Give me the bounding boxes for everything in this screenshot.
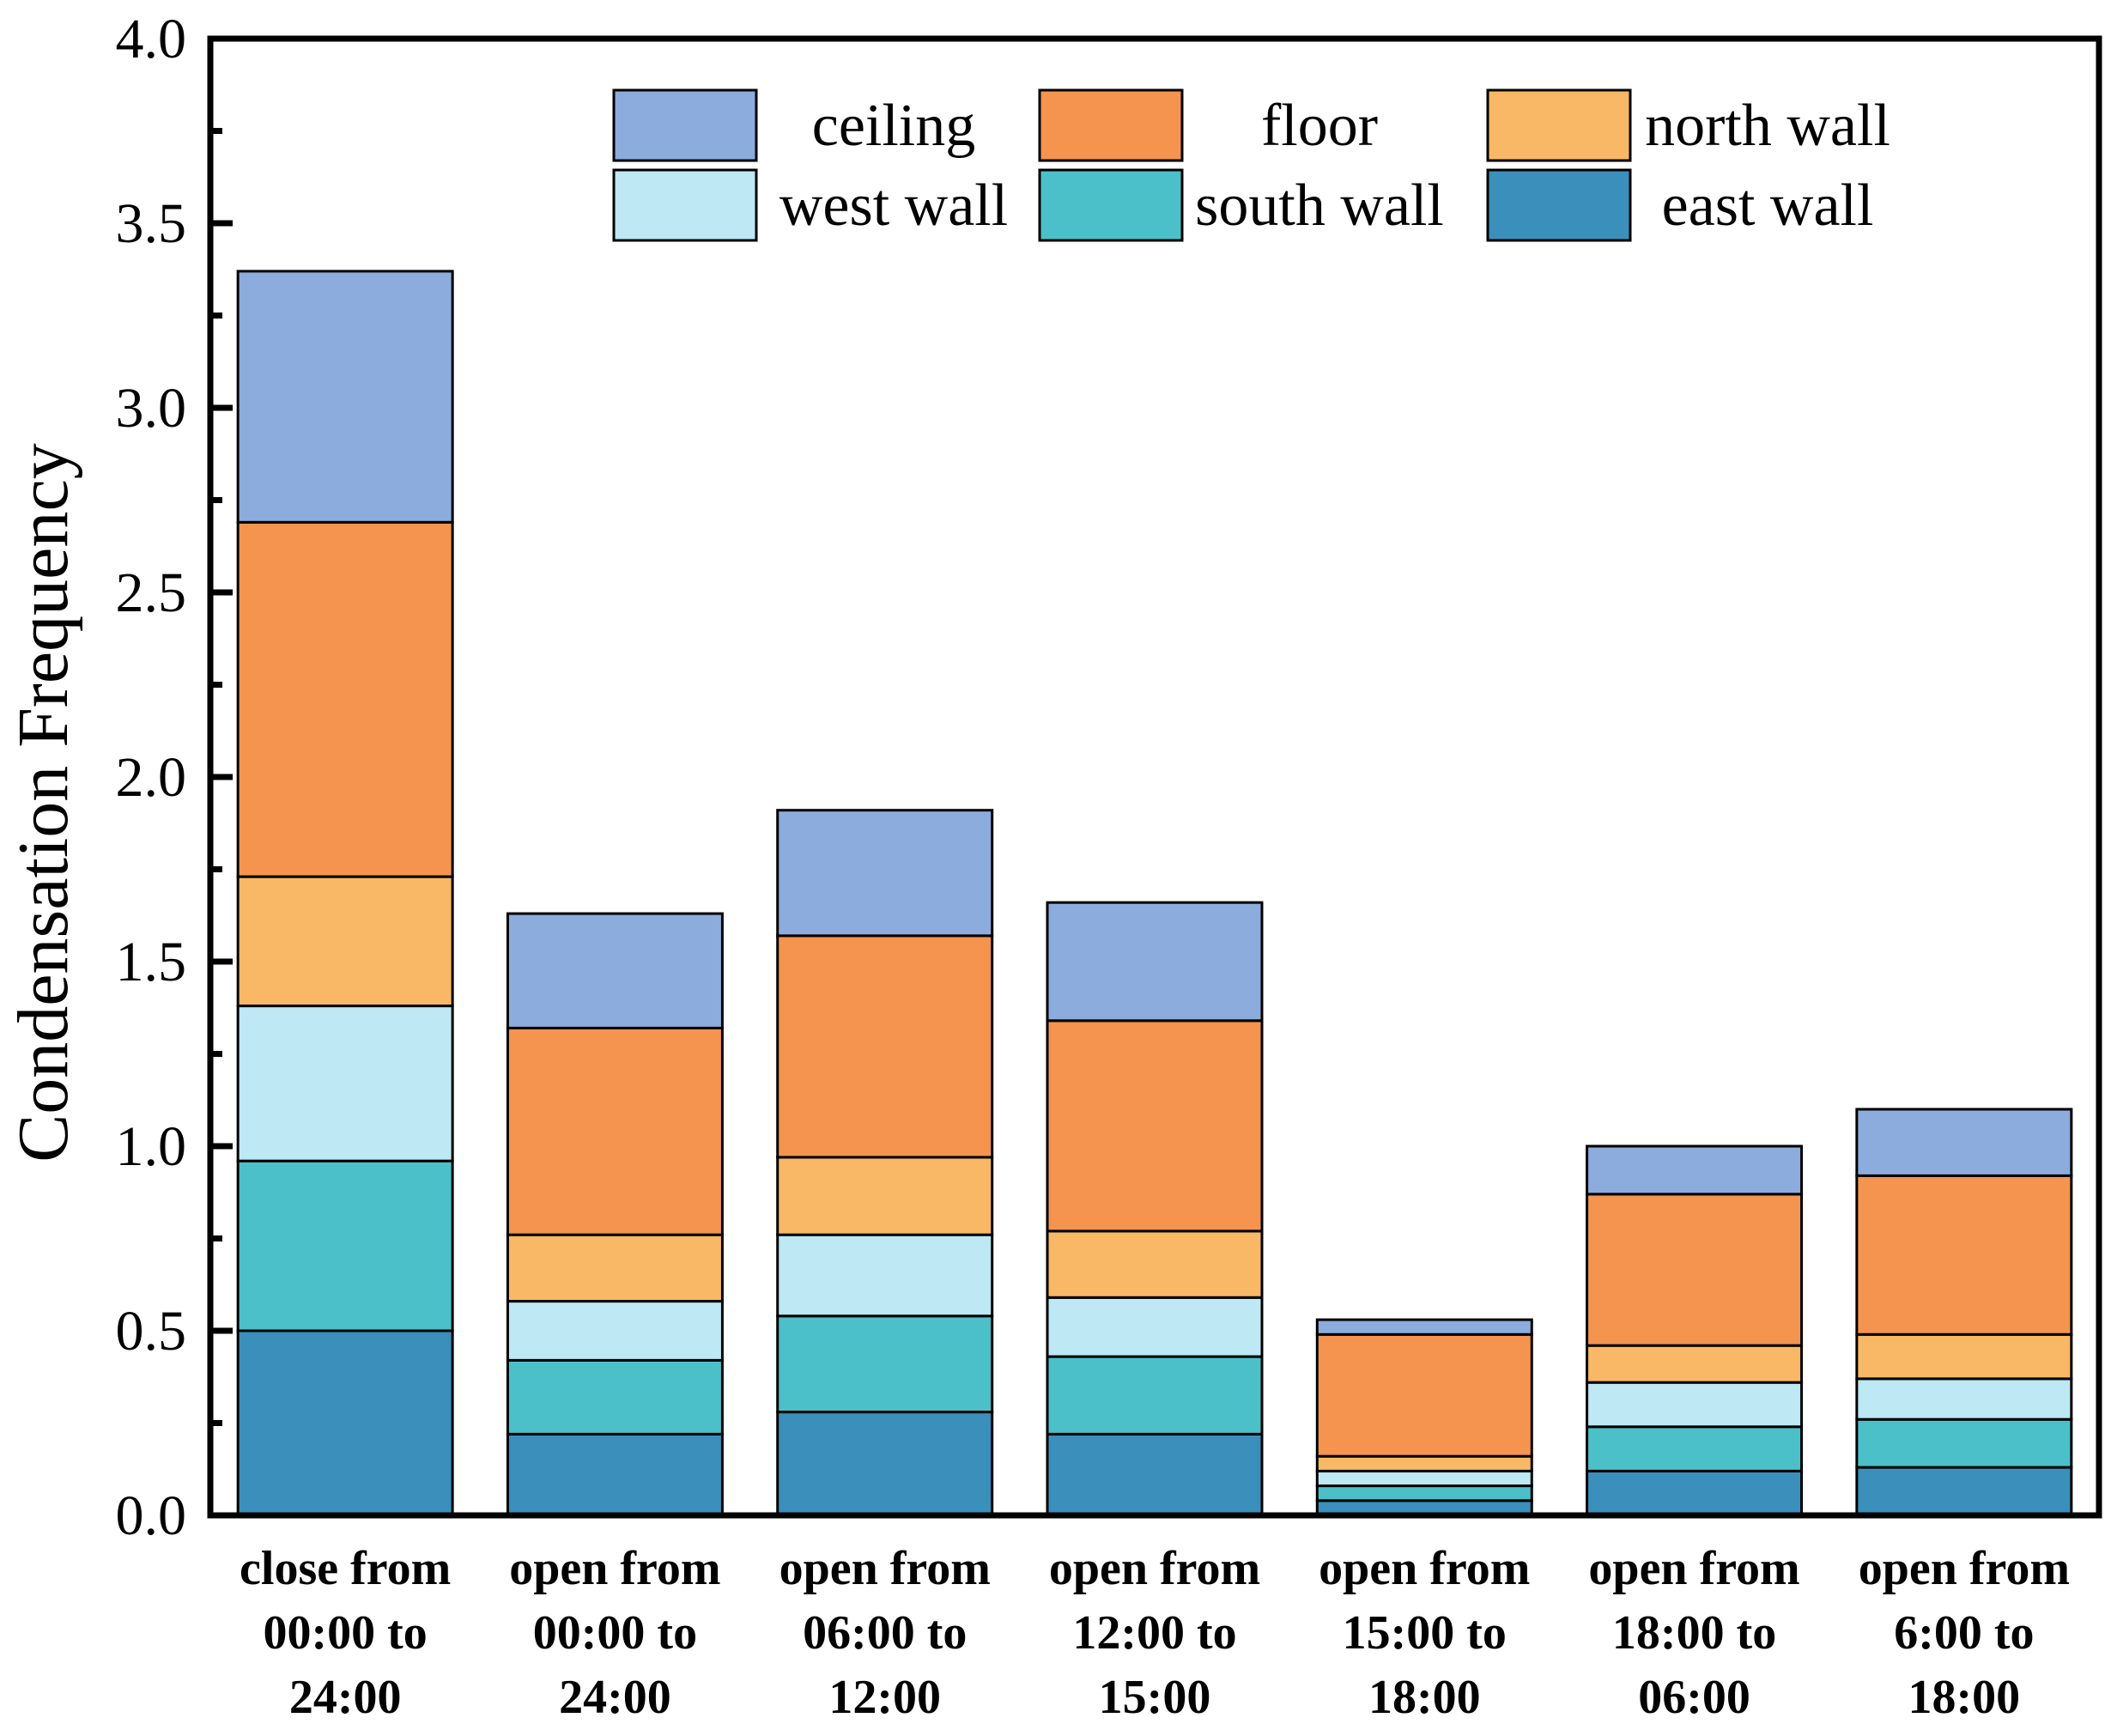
legend-swatch-east-wall	[1486, 168, 1632, 242]
x-tick-label: open from	[1588, 1542, 1799, 1595]
y-tick-label: 4.0	[116, 8, 187, 70]
x-tick-label: 06:00 to	[803, 1606, 967, 1660]
x-tick-label: 00:00 to	[533, 1606, 697, 1660]
x-tick-label: 24:00	[289, 1671, 402, 1724]
bar-segment-south-wall	[776, 1314, 994, 1414]
x-tick-label: open from	[1049, 1542, 1260, 1595]
bar-segment-east-wall	[506, 1432, 724, 1517]
bar-segment-floor	[776, 934, 994, 1159]
x-tick-label: 00:00 to	[263, 1606, 427, 1660]
legend-swatch-west-wall	[612, 168, 758, 242]
x-tick-label: 06:00	[1638, 1671, 1750, 1724]
y-tick-label: 1.0	[116, 1115, 187, 1178]
bar-segment-west-wall	[776, 1233, 994, 1318]
y-tick-label: 3.0	[116, 377, 187, 440]
bar-segment-ceiling	[506, 912, 724, 1029]
x-tick-label: 18:00 to	[1612, 1606, 1776, 1660]
bar-segment-north-wall	[1855, 1332, 2073, 1381]
bar-segment-south-wall	[1315, 1484, 1533, 1502]
bar-segment-west-wall	[236, 1005, 454, 1162]
bar-segment-west-wall	[1855, 1377, 2073, 1421]
bar-segment-west-wall	[1315, 1469, 1533, 1488]
y-tick-label: 3.5	[116, 192, 187, 255]
x-tick-label: 18:00	[1908, 1671, 2021, 1724]
bar-segment-ceiling	[1586, 1144, 1804, 1196]
x-tick-label: close from	[240, 1542, 451, 1595]
bar-segment-floor	[1046, 1019, 1264, 1233]
bar-segment-north-wall	[1586, 1344, 1804, 1384]
bar-segment-ceiling	[1046, 901, 1264, 1023]
legend-label: floor	[1261, 93, 1378, 159]
bar-segment-east-wall	[236, 1329, 454, 1517]
y-tick-label: 1.5	[116, 931, 187, 993]
bar-segment-south-wall	[1046, 1355, 1264, 1436]
legend-swatch-floor	[1038, 88, 1184, 162]
bar-segment-north-wall	[1046, 1229, 1264, 1299]
x-tick-label: open from	[1859, 1542, 2070, 1595]
bar-segment-floor	[506, 1026, 724, 1236]
bar-segment-east-wall	[1855, 1466, 2073, 1517]
bar-segment-ceiling	[1855, 1108, 2073, 1177]
x-tick-label: open from	[1319, 1542, 1530, 1595]
bar-segment-floor	[1315, 1332, 1533, 1458]
bar-segment-floor	[236, 520, 454, 878]
legend-swatch-south-wall	[1038, 168, 1184, 242]
bar-segment-floor	[1586, 1193, 1804, 1347]
legend-label: ceiling	[812, 93, 975, 159]
x-tick-label: 12:00	[828, 1671, 941, 1724]
x-tick-label: 24:00	[559, 1671, 671, 1724]
bar-segment-ceiling	[1315, 1318, 1533, 1336]
legend-swatch-north-wall	[1486, 88, 1632, 162]
x-tick-label: 12:00 to	[1072, 1606, 1236, 1660]
bar-segment-east-wall	[776, 1411, 994, 1517]
x-tick-label: open from	[779, 1542, 991, 1595]
bar-segment-west-wall	[1046, 1296, 1264, 1358]
bar-segment-north-wall	[776, 1156, 994, 1236]
x-tick-label: 6:00 to	[1894, 1606, 2034, 1660]
x-tick-label: 15:00	[1099, 1671, 1211, 1724]
bar-segment-east-wall	[1046, 1432, 1264, 1517]
bar-segment-south-wall	[1586, 1425, 1804, 1472]
bar-segment-west-wall	[506, 1300, 724, 1362]
x-tick-label: open from	[509, 1542, 720, 1595]
bar-segment-south-wall	[506, 1358, 724, 1436]
bar-segment-ceiling	[236, 270, 454, 524]
bar-segment-west-wall	[1586, 1381, 1804, 1429]
legend-label: south wall	[1195, 173, 1444, 239]
x-tick-label: 15:00 to	[1343, 1606, 1507, 1660]
y-axis-title: Condensation Frequency	[3, 443, 83, 1162]
bar-segment-floor	[1855, 1174, 2073, 1336]
legend-label: west wall	[779, 173, 1008, 239]
bar-segment-south-wall	[236, 1159, 454, 1332]
y-tick-label: 2.0	[116, 746, 187, 809]
y-tick-label: 0.5	[116, 1300, 187, 1363]
bar-segment-north-wall	[236, 875, 454, 1008]
legend: ceiling floor north wall west wall south wal…	[612, 88, 1890, 242]
bar-segment-south-wall	[1855, 1417, 2073, 1469]
y-tick-label: 2.5	[116, 561, 187, 624]
bar-segment-ceiling	[776, 809, 994, 938]
x-tick-label: 18:00	[1368, 1671, 1481, 1724]
legend-label: north wall	[1645, 93, 1890, 159]
bar-segment-north-wall	[1315, 1454, 1533, 1472]
y-tick-label: 0.0	[116, 1484, 187, 1547]
bar-segment-north-wall	[506, 1233, 724, 1303]
legend-label: east wall	[1662, 173, 1874, 239]
bar-segment-east-wall	[1586, 1469, 1804, 1517]
legend-swatch-ceiling	[612, 88, 758, 162]
